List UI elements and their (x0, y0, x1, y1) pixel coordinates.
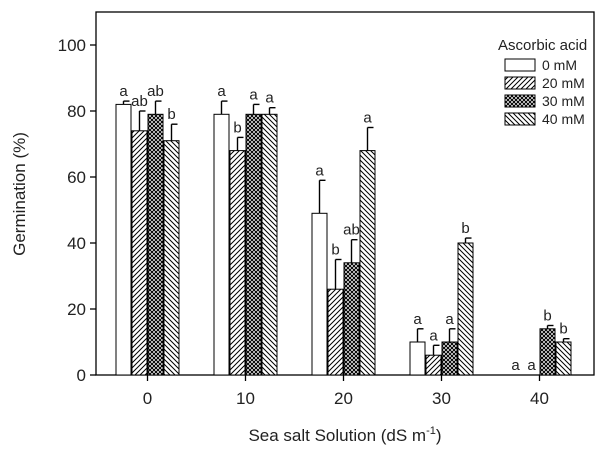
bar (131, 130, 148, 376)
legend-title: Ascorbic acid (498, 37, 587, 54)
bar (359, 150, 376, 376)
significance-label: ab (343, 222, 360, 239)
x-tick-label: 30 (432, 389, 451, 408)
x-axis-label: Sea salt Solution (dS m-1) (248, 425, 441, 445)
bar-series (115, 103, 572, 376)
bar (409, 341, 426, 376)
legend: Ascorbic acid 0 mM 20 mM 30 mM 40 mM (498, 37, 587, 127)
legend-swatch (504, 58, 536, 72)
legend-swatch (504, 94, 536, 108)
bar (555, 341, 572, 376)
significance-label: a (217, 83, 226, 100)
bar (311, 212, 328, 376)
legend-label: 40 mM (542, 111, 585, 127)
legend-label: 0 mM (542, 57, 577, 73)
significance-label: a (413, 311, 422, 328)
bar (147, 113, 164, 376)
bar (539, 328, 556, 376)
bar (163, 140, 180, 376)
significance-label: a (363, 110, 372, 127)
y-tick-label: 60 (67, 168, 86, 187)
significance-label: a (249, 86, 258, 103)
y-axis-label: Germination (%) (10, 132, 29, 256)
legend-label: 20 mM (542, 75, 585, 91)
bar (261, 113, 278, 376)
legend-swatch (504, 76, 536, 90)
bar (213, 113, 230, 376)
significance-label: a (119, 83, 128, 100)
x-axis-label-main: Sea salt Solution (dS m (248, 426, 426, 445)
bar (441, 341, 458, 376)
x-tick-label: 0 (143, 389, 152, 408)
x-axis-label-suffix: ) (436, 426, 442, 445)
y-tick-label: 20 (67, 300, 86, 319)
bar (425, 354, 442, 376)
error-bars (122, 100, 570, 356)
y-tick-label: 40 (67, 234, 86, 253)
bar (245, 113, 262, 376)
significance-label: a (429, 327, 438, 344)
significance-label: b (233, 119, 241, 136)
y-tick-label: 0 (77, 366, 86, 385)
legend-swatch (504, 112, 536, 126)
y-tick-label: 80 (67, 102, 86, 121)
significance-label: a (315, 162, 324, 179)
x-axis-ticks: 0 10 20 30 40 (143, 375, 549, 408)
x-tick-label: 20 (334, 389, 353, 408)
significance-label: a (527, 357, 536, 374)
significance-label: b (167, 106, 175, 123)
bar (229, 150, 246, 376)
significance-label: b (331, 242, 339, 259)
significance-label: a (265, 90, 274, 107)
bar (457, 242, 474, 376)
significance-label: a (511, 357, 520, 374)
significance-label: a (445, 311, 454, 328)
significance-label: b (461, 220, 469, 237)
significance-label: b (543, 308, 551, 325)
y-axis-ticks: 0 20 40 60 80 100 (58, 36, 96, 385)
x-axis-label-superscript: -1 (426, 425, 436, 437)
legend-label: 30 mM (542, 93, 585, 109)
significance-label: ab (131, 93, 148, 110)
significance-label: ab (147, 83, 164, 100)
x-tick-label: 40 (530, 389, 549, 408)
x-tick-label: 10 (236, 389, 255, 408)
y-tick-label: 100 (58, 36, 86, 55)
bar (327, 288, 344, 376)
bar (115, 103, 132, 376)
significance-label: b (559, 321, 567, 338)
bar (343, 262, 360, 376)
